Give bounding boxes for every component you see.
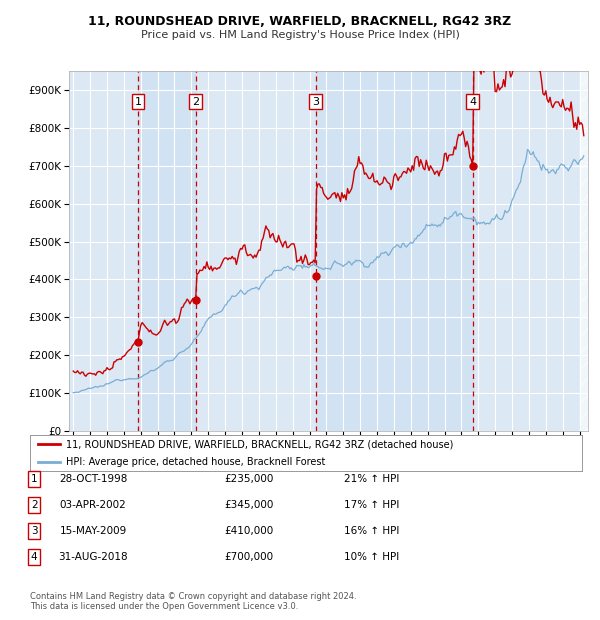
Text: 2: 2 — [192, 97, 199, 107]
Text: This data is licensed under the Open Government Licence v3.0.: This data is licensed under the Open Gov… — [30, 602, 298, 611]
Text: 3: 3 — [312, 97, 319, 107]
Text: 4: 4 — [469, 97, 476, 107]
Bar — [138, 71, 196, 431]
Text: 10% ↑ HPI: 10% ↑ HPI — [344, 552, 400, 562]
Text: 16% ↑ HPI: 16% ↑ HPI — [344, 526, 400, 536]
Text: 2: 2 — [31, 500, 38, 510]
Text: 17% ↑ HPI: 17% ↑ HPI — [344, 500, 400, 510]
Text: £700,000: £700,000 — [224, 552, 274, 562]
Text: £345,000: £345,000 — [224, 500, 274, 510]
Text: 03-APR-2002: 03-APR-2002 — [59, 500, 127, 510]
Text: £235,000: £235,000 — [224, 474, 274, 484]
Text: 11, ROUNDSHEAD DRIVE, WARFIELD, BRACKNELL, RG42 3RZ: 11, ROUNDSHEAD DRIVE, WARFIELD, BRACKNEL… — [88, 16, 512, 28]
Text: 4: 4 — [31, 552, 38, 562]
Bar — [316, 71, 473, 431]
Text: £410,000: £410,000 — [224, 526, 274, 536]
Text: Price paid vs. HM Land Registry's House Price Index (HPI): Price paid vs. HM Land Registry's House … — [140, 30, 460, 40]
Text: 31-AUG-2018: 31-AUG-2018 — [58, 552, 128, 562]
Text: 3: 3 — [31, 526, 38, 536]
Bar — [580, 71, 590, 431]
Text: Contains HM Land Registry data © Crown copyright and database right 2024.: Contains HM Land Registry data © Crown c… — [30, 592, 356, 601]
Text: 15-MAY-2009: 15-MAY-2009 — [59, 526, 127, 536]
Text: 28-OCT-1998: 28-OCT-1998 — [59, 474, 127, 484]
Text: 21% ↑ HPI: 21% ↑ HPI — [344, 474, 400, 484]
Text: 1: 1 — [134, 97, 142, 107]
Text: HPI: Average price, detached house, Bracknell Forest: HPI: Average price, detached house, Brac… — [66, 457, 325, 467]
Text: 11, ROUNDSHEAD DRIVE, WARFIELD, BRACKNELL, RG42 3RZ (detached house): 11, ROUNDSHEAD DRIVE, WARFIELD, BRACKNEL… — [66, 439, 453, 450]
Text: 1: 1 — [31, 474, 38, 484]
